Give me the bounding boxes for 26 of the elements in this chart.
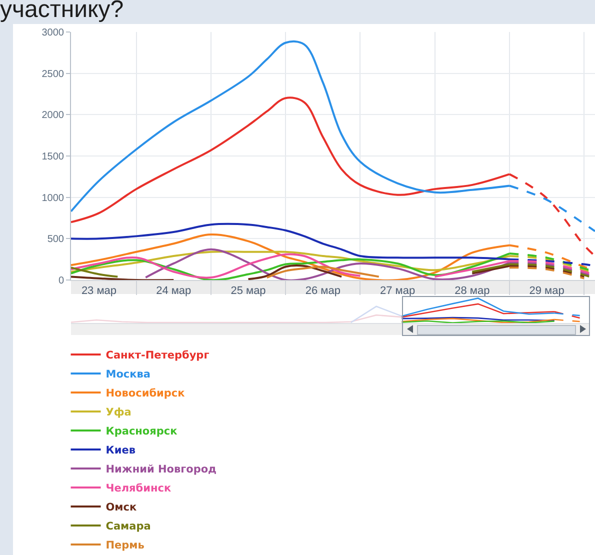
- y-tick-label: 3000: [42, 28, 64, 38]
- legend-label: Самара: [106, 520, 151, 533]
- y-tick-label: 0: [58, 276, 64, 286]
- legend-label: Пермь: [106, 540, 145, 552]
- legend-label: Челябинск: [106, 482, 172, 495]
- x-tick-label: 28 мар: [454, 285, 490, 298]
- x-tick-label: 29 мар: [529, 285, 564, 298]
- chart-title: участнику?: [0, 0, 124, 24]
- x-tick-label: 23 мар: [81, 285, 117, 298]
- x-tick-label: 27 мар: [380, 285, 416, 298]
- x-tick-label: 24 мар: [156, 285, 192, 298]
- x-tick-label: 25 мар: [230, 285, 266, 298]
- legend-label: Новосибирск: [106, 388, 185, 400]
- legend-label: Санкт-Петербург: [106, 350, 210, 362]
- y-tick-label: 2500: [42, 68, 64, 80]
- x-tick-label: 26 мар: [305, 285, 340, 298]
- y-tick-label: 1000: [42, 192, 64, 204]
- legend-label: Омск: [106, 502, 137, 514]
- y-tick-label: 1500: [42, 152, 64, 162]
- legend-label: Москва: [106, 368, 151, 381]
- y-tick-label: 2000: [42, 110, 64, 122]
- legend-label: Уфа: [106, 406, 132, 419]
- legend-label: Красноярск: [106, 426, 178, 438]
- legend-label: Киев: [106, 444, 136, 457]
- legend-label: Нижний Новгород: [106, 464, 217, 476]
- y-tick-label: 500: [47, 234, 64, 246]
